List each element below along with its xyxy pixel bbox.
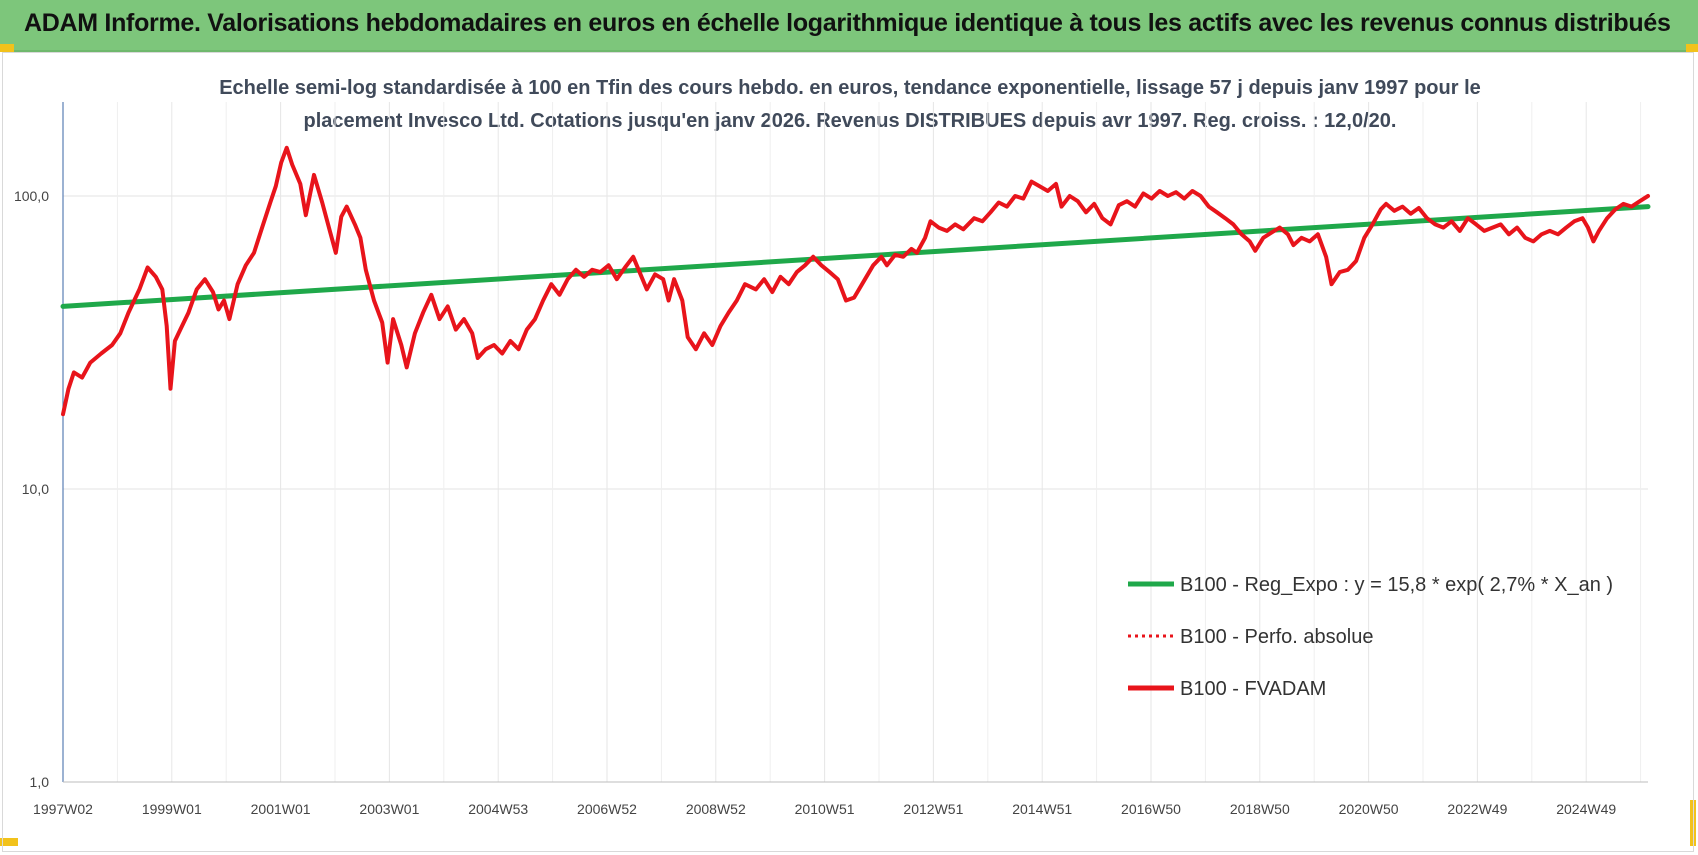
corner-mark-bottom-left xyxy=(0,838,18,846)
corner-mark-top-right xyxy=(1686,44,1698,52)
x-tick-label: 2006W52 xyxy=(577,801,637,817)
y-tick-label: 100,0 xyxy=(14,188,49,204)
x-tick-label: 2003W01 xyxy=(359,801,419,817)
y-tick-label: 1,0 xyxy=(30,774,50,790)
x-tick-label: 1997W02 xyxy=(33,801,93,817)
series-line-2 xyxy=(61,145,1650,417)
x-tick-label: 2020W50 xyxy=(1339,801,1399,817)
legend-label-1: B100 - Perfo. absolue xyxy=(1180,626,1373,648)
x-tick-label: 2024W49 xyxy=(1556,801,1616,817)
axes xyxy=(62,102,1648,783)
x-tick-label: 2008W52 xyxy=(686,801,746,817)
grid-lines xyxy=(63,102,1648,783)
x-tick-label: 2004W53 xyxy=(468,801,528,817)
x-tick-label: 2016W50 xyxy=(1121,801,1181,817)
chart-frame xyxy=(2,52,1694,852)
x-tick-label: 2001W01 xyxy=(251,801,311,817)
x-tick-label: 2014W51 xyxy=(1012,801,1072,817)
legend: B100 - Reg_Expo : y = 15,8 * exp( 2,7% *… xyxy=(1128,574,1613,700)
y-axis-labels: 1,0 10,0 100,0 xyxy=(14,188,49,790)
page-title: ADAM Informe. Valorisations hebdomadaire… xyxy=(24,9,1671,37)
x-tick-label: 2012W51 xyxy=(903,801,963,817)
chart-subtitle-line-2: placement Invesco Ltd. Cotations jusqu'e… xyxy=(303,110,1397,132)
chart-subtitle-line-1: Echelle semi-log standardisée à 100 en T… xyxy=(219,77,1481,99)
x-tick-label: 1999W01 xyxy=(142,801,202,817)
title-banner: ADAM Informe. Valorisations hebdomadaire… xyxy=(0,0,1698,52)
x-axis-labels: 1997W02 1999W01 2001W01 2003W01 2004W53 2006W… xyxy=(33,801,1616,817)
x-tick-label: 2022W49 xyxy=(1447,801,1507,817)
legend-label-2: B100 - FVADAM xyxy=(1180,678,1326,700)
x-tick-label: 2010W51 xyxy=(795,801,855,817)
x-tick-label: 2018W50 xyxy=(1230,801,1290,817)
corner-mark-top-left xyxy=(0,44,14,52)
y-tick-label: 10,0 xyxy=(22,481,49,497)
series-lines xyxy=(60,145,1651,417)
series-line-0 xyxy=(60,204,1651,309)
legend-label-0: B100 - Reg_Expo : y = 15,8 * exp( 2,7% *… xyxy=(1180,574,1613,596)
